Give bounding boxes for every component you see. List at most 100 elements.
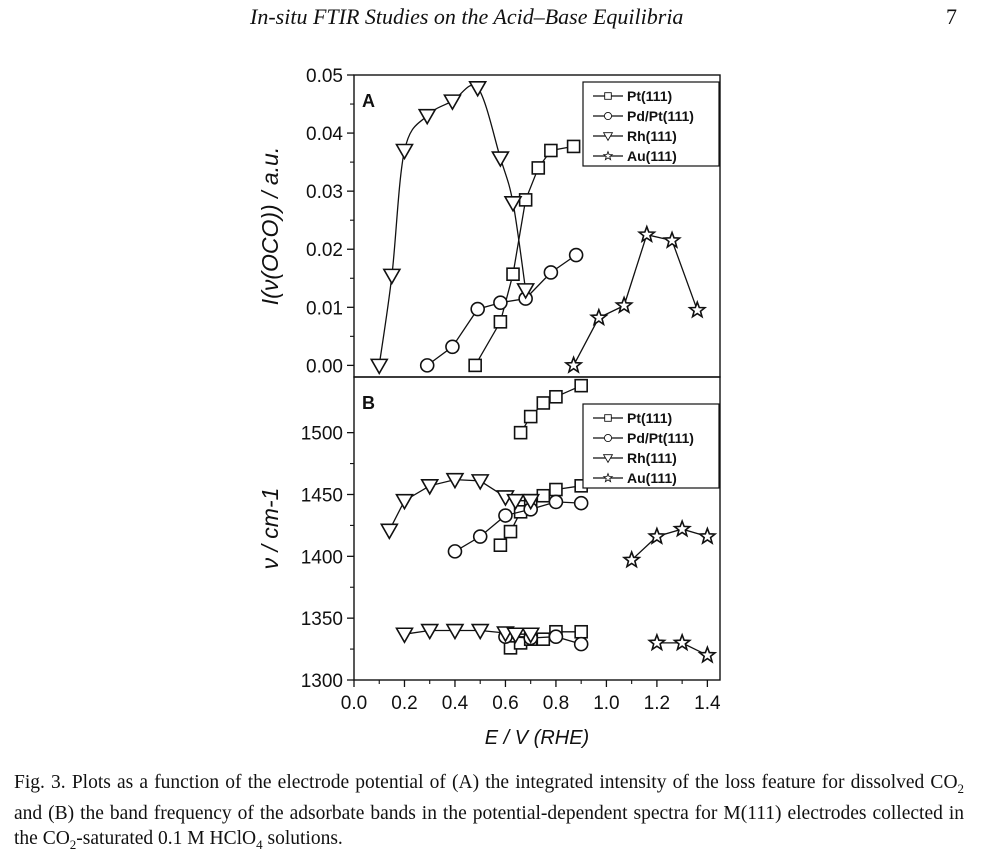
data-point-star — [637, 224, 657, 244]
data-point-triangle-down — [395, 143, 414, 161]
y-tick-label: 1400 — [301, 547, 343, 568]
data-point-star — [621, 549, 642, 569]
data-point-square — [536, 396, 551, 410]
data-point-triangle-down — [470, 474, 490, 491]
x-tick-label: 1.2 — [644, 693, 670, 714]
data-point-square — [513, 425, 528, 440]
y-tick-label: 0.01 — [306, 298, 343, 319]
data-point-circle — [548, 494, 564, 510]
data-point-circle — [568, 247, 584, 263]
running-title: In-situ FTIR Studies on the Acid–Base Eq… — [250, 4, 684, 29]
data-point-triangle-down — [445, 472, 465, 490]
x-tick-label: 0.4 — [442, 693, 469, 714]
data-point-square — [549, 389, 563, 404]
y-tick-label: 1300 — [301, 671, 343, 692]
legend-label: Pd/Pt(111) — [627, 108, 694, 124]
legend: Pt(111) Pd/Pt(111) Rh(111) Au(111) — [582, 81, 720, 167]
data-point-square — [549, 482, 563, 497]
panel-b-chart: 1300 1350 1400 1450 1500 Bν / cm-1 Pt(111) Pd/P… — [257, 376, 721, 692]
panel-a-chart: 0.00 0.01 0.02 0.03 0.04 0.05 A I(ν(OCO)) / a.u… — [257, 66, 721, 378]
panel-label: B — [362, 393, 375, 413]
legend: Pt(111) Pd/Pt(111) Rh(111) Au(111) — [582, 403, 720, 489]
y-tick-label: 0.04 — [306, 124, 343, 145]
y-tick-label: 0.05 — [306, 66, 343, 87]
data-point-circle — [543, 265, 559, 280]
data-point-circle — [447, 544, 463, 559]
x-axis-label: E / V (RHE) — [485, 727, 589, 749]
legend-marker-square — [604, 92, 612, 100]
data-point-star — [672, 518, 692, 538]
data-point-square — [536, 488, 551, 503]
legend-label: Au(111) — [627, 470, 677, 486]
shared-axis-layer: 0.0 0.2 0.4 0.6 0.8 1.0 1.2 1.4 E / V (RHE) — [341, 680, 721, 749]
data-point-triangle-down — [468, 80, 488, 98]
data-point-circle — [470, 301, 485, 317]
legend-label: Rh(111) — [627, 450, 677, 466]
data-point-star — [589, 307, 609, 327]
caption-sub-2a: 2 — [957, 780, 965, 796]
data-point-circle — [498, 508, 513, 523]
legend-label: Pt(111) — [627, 88, 672, 104]
data-point-star — [647, 526, 667, 545]
data-point-triangle-down — [491, 151, 510, 168]
x-tick-label: 0.8 — [543, 693, 569, 714]
data-point-square — [523, 409, 538, 424]
data-point-circle — [493, 295, 508, 310]
y-tick-label: 0.00 — [306, 356, 343, 377]
data-point-triangle-down — [395, 627, 414, 644]
data-point-circle — [445, 339, 460, 355]
data-point-square — [574, 624, 588, 639]
data-point-star — [614, 295, 634, 314]
caption-text-1: Plots as a function of the electrode pot… — [71, 772, 958, 793]
y-tick-label: 1450 — [301, 485, 343, 506]
data-point-square — [531, 161, 546, 175]
legend-marker-triangle-down — [602, 454, 614, 464]
y-axis-label: ν / cm-1 — [257, 488, 283, 570]
series-line-star — [573, 233, 698, 366]
x-tick-label: 0.0 — [341, 693, 367, 714]
data-point-star — [563, 355, 584, 374]
data-point-circle — [472, 529, 488, 544]
legend-marker-star — [602, 472, 614, 483]
caption-label: Fig. 3. — [14, 772, 66, 793]
data-point-star — [687, 299, 708, 319]
data-point-square — [566, 139, 581, 154]
plot-frame — [353, 376, 721, 681]
data-point-triangle-down — [506, 627, 525, 644]
legend-label: Pt(111) — [627, 410, 672, 426]
x-tick-label: 0.2 — [391, 693, 417, 714]
data-point-triangle-down — [379, 523, 399, 540]
data-point-triangle-down — [395, 493, 414, 511]
data-point-triangle-down — [417, 108, 437, 126]
caption-text-4: solutions. — [262, 827, 343, 849]
data-point-triangle-down — [521, 493, 541, 511]
data-point-square — [493, 538, 508, 552]
series-line-triangle-down — [388, 478, 531, 531]
data-point-triangle-down — [503, 195, 523, 213]
y-tick-label: 0.02 — [306, 240, 343, 261]
data-point-square — [506, 267, 520, 282]
data-point-star — [697, 526, 718, 545]
data-point-square — [574, 378, 588, 393]
legend-label: Rh(111) — [627, 128, 677, 144]
data-point-star — [647, 632, 667, 652]
data-point-triangle-down — [470, 623, 490, 641]
data-point-star — [662, 230, 682, 249]
data-point-square — [503, 524, 518, 539]
caption-text-2: and (B) the band frequency of the adsorb… — [14, 802, 964, 849]
data-point-circle — [573, 636, 589, 652]
data-point-star — [672, 632, 692, 652]
legend-marker-triangle-down — [602, 132, 614, 142]
y-tick-label: 1350 — [301, 609, 343, 630]
legend-label: Au(111) — [627, 148, 677, 164]
data-point-circle — [419, 358, 435, 373]
caption-sub-4: 4 — [256, 836, 263, 852]
legend-marker-star — [602, 150, 614, 161]
y-tick-label: 0.03 — [306, 182, 343, 203]
series-line-square — [474, 145, 574, 366]
data-point-triangle-down — [521, 627, 541, 644]
x-tick-label: 0.6 — [492, 693, 518, 714]
caption-text-3: -saturated 0.1 M HClO — [76, 827, 257, 849]
data-point-triangle-down — [516, 283, 536, 300]
data-point-triangle-down — [420, 479, 440, 496]
